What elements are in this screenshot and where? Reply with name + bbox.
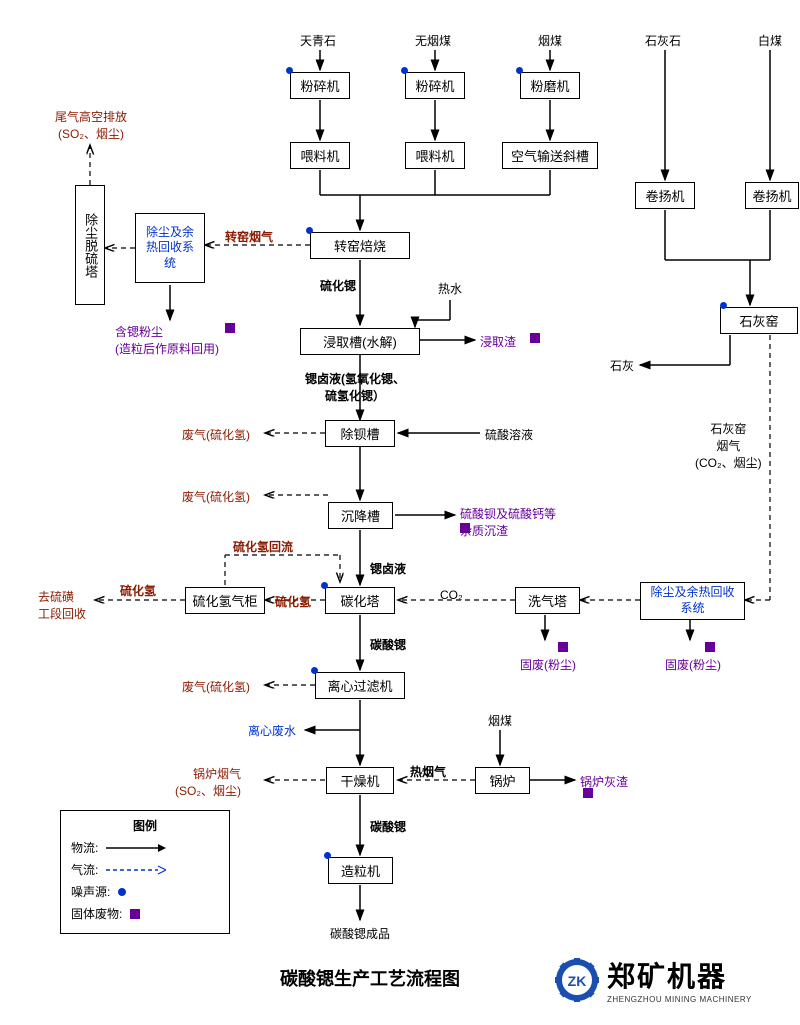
hoist1-node: 卷扬机: [635, 182, 695, 209]
leach-node: 浸取槽(水解): [300, 328, 420, 355]
solid-dust1-label: 固废(粉尘): [520, 656, 576, 673]
dedust-tower-node: 除尘脱硫塔: [75, 185, 105, 305]
co2-label: CO₂: [440, 588, 463, 602]
noise-icon: [720, 302, 727, 309]
lime-kiln-node: 石灰窑: [720, 307, 798, 334]
legend-title: 图例: [71, 817, 219, 834]
lime-label: 石灰: [610, 357, 634, 374]
exhaust-label: 尾气高空排放 (SO₂、烟尘): [55, 108, 127, 142]
h2s-label: 硫化氢: [275, 593, 311, 610]
dedust-recovery2-node: 除尘及余热回收系统: [640, 582, 745, 620]
dedust-recovery1-node: 除尘及余热回收系统: [135, 213, 205, 283]
airchute-node: 空气输送斜槽: [502, 142, 598, 169]
logo-cn: 郑矿机器: [607, 955, 752, 995]
solid-waste-icon: [558, 642, 568, 652]
input-coal: 烟煤: [538, 32, 562, 49]
input-celestite: 天青石: [300, 32, 336, 49]
crusher2-node: 粉碎机: [405, 72, 465, 99]
kiln-gas-label: 转窑烟气: [225, 228, 273, 245]
legend-box: 图例 物流: 气流: 噪声源: 固体废物:: [60, 810, 230, 934]
carb-tower-node: 碳化塔: [325, 587, 395, 614]
noise-icon: [311, 667, 318, 674]
deba-node: 除钡槽: [325, 420, 395, 447]
baso4-label: 硫酸钡及硫酸钙等 杂质沉渣: [460, 505, 556, 539]
legend-noise-row: 噪声源:: [71, 883, 219, 900]
svg-text:ZK: ZK: [568, 973, 587, 989]
sr-brine2-label: 锶卤液: [370, 560, 406, 577]
h2s-reflux-label: 硫化氢回流: [233, 538, 293, 555]
product-label: 碳酸锶成品: [330, 925, 390, 942]
input-white: 白煤: [758, 32, 782, 49]
noise-icon: [306, 227, 313, 234]
h2s-out-label: 硫化氢: [120, 582, 156, 599]
feeder2-node: 喂料机: [405, 142, 465, 169]
logo-en: ZHENGZHOU MINING MACHINERY: [607, 995, 752, 1004]
dryer-node: 干燥机: [326, 767, 394, 794]
h2s-waste2-label: 废气(硫化氢): [182, 488, 250, 505]
solid-waste-icon: [530, 333, 540, 343]
crusher1-node: 粉碎机: [290, 72, 350, 99]
legend-solid-row: 固体废物:: [71, 905, 219, 922]
lime-kiln-gas-label: 石灰窑 烟气 (CO₂、烟尘): [695, 420, 762, 471]
kiln-node: 转窑焙烧: [310, 232, 410, 259]
feeder1-node: 喂料机: [290, 142, 350, 169]
solid-waste-icon: [225, 323, 235, 333]
noise-icon: [321, 582, 328, 589]
input-anthracite: 无烟煤: [415, 32, 451, 49]
hot-gas-label: 热烟气: [410, 763, 446, 780]
granulator-node: 造粒机: [328, 857, 393, 884]
legend-gas-row: 气流:: [71, 861, 219, 878]
solid-waste-icon: [705, 642, 715, 652]
sulfuric-label: 硫酸溶液: [485, 426, 533, 443]
logo: ZK 郑矿机器 ZHENGZHOU MINING MACHINERY: [555, 955, 752, 1004]
boiler-ash-label: 锅炉灰渣: [580, 773, 628, 790]
srco3-label: 碳酸锶: [370, 636, 406, 653]
gear-icon: ZK: [555, 958, 599, 1002]
settle-node: 沉降槽: [328, 502, 393, 529]
hoist2-node: 卷扬机: [745, 182, 799, 209]
h2s-waste1-label: 废气(硫化氢): [182, 426, 250, 443]
srs-label: 硫化锶: [320, 277, 356, 294]
boiler-node: 锅炉: [475, 767, 530, 794]
h2s-waste3-label: 废气(硫化氢): [182, 678, 250, 695]
leach-residue-label: 浸取渣: [480, 333, 516, 350]
diagram-title: 碳酸锶生产工艺流程图: [280, 965, 460, 991]
hotwater-label: 热水: [438, 280, 462, 297]
scrubber-node: 洗气塔: [515, 587, 580, 614]
h2s-cabinet-node: 硫化氢气柜: [185, 587, 265, 614]
centrifuge-water-label: 离心废水: [248, 722, 296, 739]
dust-sr-label: 含锶粉尘 (造粒后作原料回用): [115, 323, 219, 357]
to-sulfur-label: 去硫磺 工段回收: [38, 588, 86, 622]
legend-flow-row: 物流:: [71, 839, 219, 856]
solid-dust2-label: 固废(粉尘): [665, 656, 721, 673]
noise-icon: [324, 852, 331, 859]
srco3-2-label: 碳酸锶: [370, 818, 406, 835]
coal2-label: 烟煤: [488, 712, 512, 729]
noise-icon: [401, 67, 408, 74]
boiler-gas-label: 锅炉烟气 (SO₂、烟尘): [175, 765, 241, 799]
sr-brine-label: 锶卤液(氢氧化锶、 硫氢化锶）: [305, 370, 405, 404]
input-limestone: 石灰石: [645, 32, 681, 49]
mill-node: 粉磨机: [520, 72, 580, 99]
noise-icon: [516, 67, 523, 74]
noise-icon: [286, 67, 293, 74]
centrifuge-node: 离心过滤机: [315, 672, 405, 699]
